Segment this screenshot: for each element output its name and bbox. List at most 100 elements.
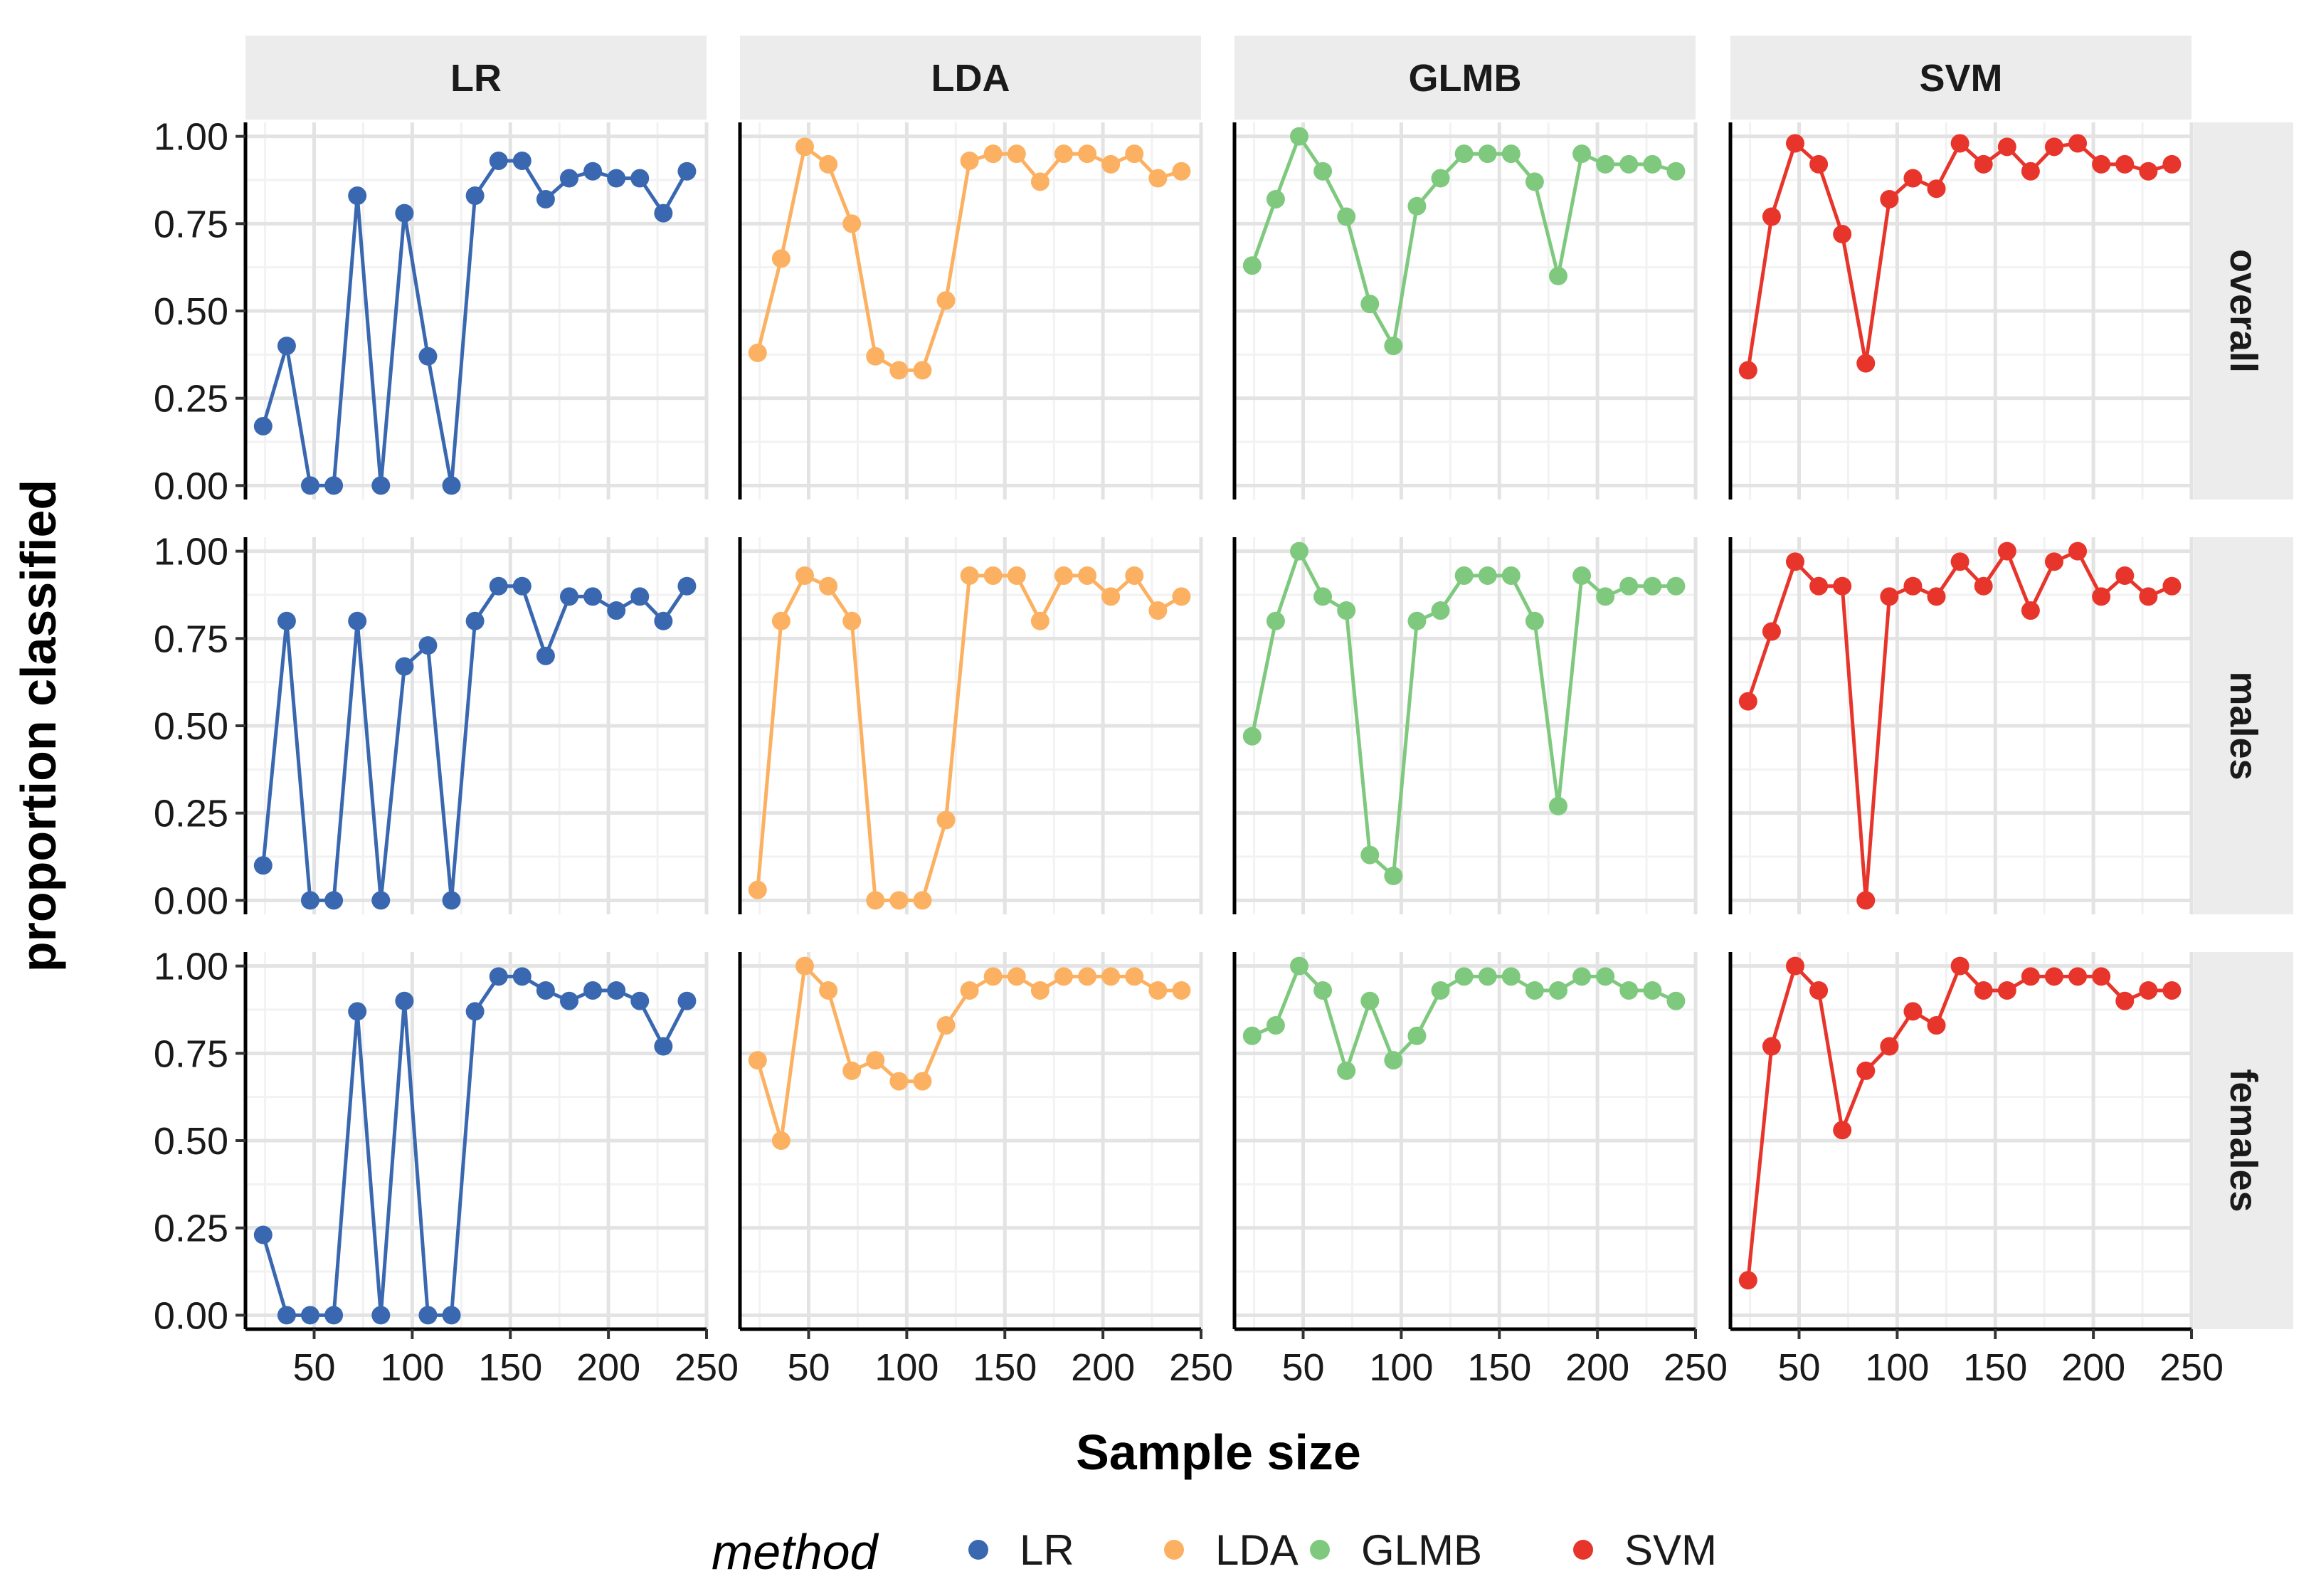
data-point-lda-females bbox=[1007, 967, 1026, 986]
y-tick-label: 0.00 bbox=[154, 879, 228, 922]
data-point-svm-overall bbox=[1785, 134, 1804, 153]
panel-lda-males bbox=[738, 537, 1203, 914]
data-point-svm-females bbox=[1927, 1016, 1946, 1035]
y-tick-label: 0.25 bbox=[154, 793, 228, 835]
strip-label-lr: LR bbox=[450, 57, 502, 100]
data-point-svm-males bbox=[2139, 587, 2158, 606]
data-point-lr-overall bbox=[465, 186, 485, 206]
data-point-lda-males bbox=[795, 566, 814, 585]
panel-glmb-males bbox=[1232, 537, 1698, 914]
x-tick-label: 250 bbox=[675, 1346, 739, 1389]
data-point-lda-overall bbox=[889, 361, 909, 380]
strip-label-glmb: GLMB bbox=[1409, 57, 1522, 100]
y-tick-label: 0.75 bbox=[154, 618, 228, 660]
data-point-lda-overall bbox=[1125, 144, 1144, 164]
data-point-glmb-males bbox=[1313, 587, 1333, 606]
data-point-lda-overall bbox=[1078, 144, 1097, 164]
data-point-lda-females bbox=[866, 1051, 885, 1070]
data-point-lda-males bbox=[1078, 566, 1097, 585]
y-tick-label: 1.00 bbox=[154, 116, 228, 159]
data-point-svm-males bbox=[2092, 587, 2111, 606]
data-point-lr-males bbox=[348, 611, 367, 630]
data-point-glmb-females bbox=[1384, 1051, 1403, 1070]
data-point-lda-overall bbox=[795, 137, 814, 157]
data-point-lda-overall bbox=[1030, 172, 1049, 191]
data-point-lr-females bbox=[324, 1306, 344, 1325]
data-point-svm-males bbox=[1762, 622, 1781, 641]
x-tick-label: 200 bbox=[576, 1346, 640, 1389]
panel-glmb-overall bbox=[1232, 122, 1698, 500]
y-tick-label: 0.50 bbox=[154, 1120, 228, 1163]
data-point-lr-males bbox=[277, 611, 296, 630]
data-point-glmb-overall bbox=[1384, 337, 1403, 356]
data-point-lr-males bbox=[300, 891, 319, 910]
data-point-lr-males bbox=[630, 587, 650, 606]
data-point-lda-females bbox=[819, 981, 838, 1000]
y-tick-label: 0.50 bbox=[154, 705, 228, 748]
data-point-glmb-females bbox=[1666, 991, 1686, 1010]
data-point-svm-males bbox=[1785, 552, 1804, 571]
data-point-lr-females bbox=[512, 967, 532, 986]
legend-label-lda: LDA bbox=[1215, 1526, 1299, 1574]
data-point-lda-females bbox=[1125, 967, 1144, 986]
data-point-svm-overall bbox=[1856, 354, 1876, 373]
data-point-lr-males bbox=[371, 891, 391, 910]
data-point-svm-males bbox=[2115, 566, 2135, 585]
data-point-lda-males bbox=[913, 891, 932, 910]
data-point-lda-overall bbox=[1007, 144, 1026, 164]
data-point-lr-females bbox=[465, 1002, 485, 1021]
data-point-svm-overall bbox=[1974, 154, 1993, 174]
data-point-lr-males bbox=[395, 657, 414, 676]
data-point-glmb-males bbox=[1242, 726, 1262, 746]
legend-label-glmb: GLMB bbox=[1361, 1526, 1482, 1574]
data-point-lda-males bbox=[1148, 601, 1168, 620]
data-point-lr-females bbox=[348, 1002, 367, 1021]
data-point-glmb-overall bbox=[1619, 154, 1639, 174]
data-point-lr-females bbox=[442, 1306, 461, 1325]
x-tick-label: 200 bbox=[2061, 1346, 2125, 1389]
data-point-lr-overall bbox=[442, 476, 461, 495]
data-point-lr-females bbox=[418, 1306, 438, 1325]
x-tick-label: 100 bbox=[380, 1346, 444, 1389]
row-strips: overall males females bbox=[2194, 122, 2293, 1329]
data-point-lr-males bbox=[442, 891, 461, 910]
data-point-svm-males bbox=[1974, 576, 1993, 596]
data-point-lr-females bbox=[536, 981, 555, 1000]
panel-lr-males: 0.00 0.25 0.50 0.75 1.00 bbox=[154, 531, 709, 922]
data-point-lda-males bbox=[866, 891, 885, 910]
data-point-lda-females bbox=[960, 981, 979, 1000]
data-point-svm-overall bbox=[1762, 207, 1781, 226]
data-point-lda-females bbox=[1054, 967, 1073, 986]
panel-lr-females: 50 100 150 200 250 0.00 0.25 0.50 0.75 1.00 bbox=[154, 946, 739, 1389]
data-point-svm-females bbox=[1950, 956, 1969, 976]
panel-lda-females: 50 100 150 200 250 bbox=[738, 952, 1233, 1389]
data-point-lr-males bbox=[607, 601, 626, 620]
legend-key-svm bbox=[1573, 1540, 1593, 1560]
data-point-lr-overall bbox=[395, 204, 414, 223]
y-tick-label: 0.25 bbox=[154, 378, 228, 421]
data-point-svm-overall bbox=[1738, 361, 1757, 380]
data-point-lda-males bbox=[1007, 566, 1026, 585]
data-point-svm-males bbox=[1903, 576, 1923, 596]
data-point-glmb-males bbox=[1501, 566, 1521, 585]
data-point-lda-females bbox=[771, 1131, 790, 1150]
data-point-lda-females bbox=[913, 1072, 932, 1091]
data-point-lr-males bbox=[559, 587, 578, 606]
data-point-glmb-males bbox=[1407, 611, 1427, 630]
data-point-lr-females bbox=[395, 991, 414, 1010]
data-point-lda-overall bbox=[913, 361, 932, 380]
data-point-svm-overall bbox=[1927, 179, 1946, 199]
x-tick-label: 150 bbox=[1963, 1346, 2027, 1389]
data-point-lda-females bbox=[1030, 981, 1049, 1000]
data-point-svm-overall bbox=[1809, 154, 1829, 174]
data-point-svm-females bbox=[2068, 967, 2088, 986]
data-point-lda-overall bbox=[748, 343, 767, 362]
data-point-lr-females bbox=[253, 1225, 273, 1244]
x-tick-label: 100 bbox=[874, 1346, 938, 1389]
data-point-glmb-overall bbox=[1572, 144, 1592, 164]
data-point-lr-males bbox=[418, 636, 438, 655]
data-point-lr-males bbox=[512, 576, 532, 596]
data-point-svm-males bbox=[1856, 891, 1876, 910]
y-tick-label: 0.00 bbox=[154, 1294, 228, 1337]
